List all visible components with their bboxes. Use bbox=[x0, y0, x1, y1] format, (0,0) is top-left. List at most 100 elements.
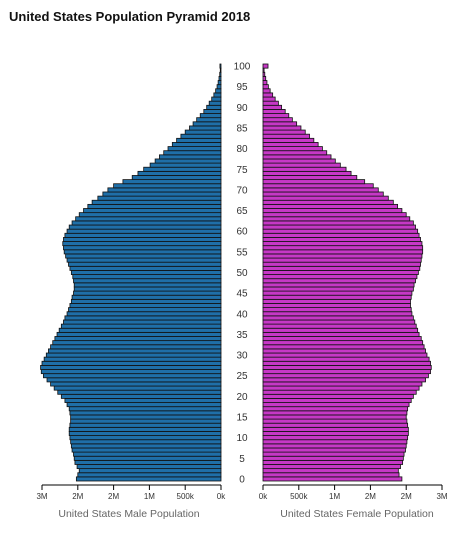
female-bar bbox=[262, 183, 374, 189]
male-bar bbox=[176, 137, 222, 143]
female-bar bbox=[262, 307, 412, 313]
female-bar bbox=[262, 166, 347, 172]
male-bar bbox=[68, 426, 222, 432]
female-bar bbox=[262, 381, 423, 387]
female-bar bbox=[262, 472, 400, 478]
male-bar bbox=[208, 100, 222, 106]
female-bar bbox=[262, 170, 352, 176]
female-bar bbox=[262, 356, 430, 362]
male-bar bbox=[72, 274, 222, 280]
male-bar bbox=[48, 348, 222, 354]
male-bar bbox=[66, 402, 222, 408]
female-bar bbox=[262, 348, 426, 354]
age-tick-label: 35 bbox=[236, 330, 248, 341]
female-bar bbox=[262, 418, 408, 424]
male-bar bbox=[189, 125, 222, 131]
female-bar bbox=[262, 228, 419, 234]
male-bar bbox=[70, 439, 222, 445]
female-bar bbox=[262, 146, 323, 152]
male-bar bbox=[213, 92, 222, 98]
male-axis-tick-label: 1M bbox=[144, 492, 155, 501]
male-bar bbox=[70, 418, 222, 424]
female-bar bbox=[262, 224, 416, 230]
age-tick-label: 60 bbox=[236, 227, 248, 238]
female-bar bbox=[262, 435, 409, 441]
male-bar bbox=[40, 364, 222, 370]
male-bar bbox=[69, 410, 222, 416]
male-bar bbox=[91, 199, 222, 205]
male-bar bbox=[159, 154, 222, 160]
male-bar bbox=[149, 162, 222, 168]
female-bar bbox=[262, 303, 411, 308]
female-bar bbox=[262, 158, 336, 164]
female-axis-tick-label: 2M bbox=[365, 492, 376, 501]
female-bar bbox=[262, 336, 422, 342]
female-x-axis: 0k 500k 1M 2M 2M 3M bbox=[259, 484, 448, 501]
male-bar bbox=[122, 179, 222, 185]
age-tick-label: 45 bbox=[236, 289, 248, 300]
male-bar bbox=[217, 80, 222, 86]
female-bar bbox=[262, 422, 409, 428]
female-bar bbox=[262, 92, 274, 98]
female-bar bbox=[262, 398, 412, 403]
age-tick-label: 25 bbox=[236, 371, 248, 382]
age-tick-label: 70 bbox=[236, 185, 248, 196]
female-bar bbox=[262, 71, 266, 77]
female-bar bbox=[262, 468, 399, 474]
male-bar bbox=[218, 75, 222, 81]
female-bar bbox=[262, 315, 414, 321]
female-bar bbox=[262, 459, 404, 465]
male-bar bbox=[73, 286, 222, 292]
age-tick-label: 10 bbox=[236, 433, 248, 444]
female-bar bbox=[262, 257, 422, 263]
female-bar bbox=[262, 286, 414, 292]
male-axis-tick-label: 0k bbox=[217, 492, 226, 501]
male-bar bbox=[60, 323, 222, 329]
female-axis-tick-label: 1M bbox=[329, 492, 340, 501]
female-bar bbox=[262, 439, 408, 445]
age-tick-label: 50 bbox=[236, 268, 248, 279]
female-bar bbox=[262, 142, 319, 147]
chart-title: United States Population Pyramid 2018 bbox=[9, 9, 251, 24]
age-tick-label: 75 bbox=[236, 165, 248, 176]
female-bar bbox=[262, 253, 423, 259]
female-bar bbox=[262, 195, 389, 201]
female-axis-tick-label: 3M bbox=[436, 492, 447, 501]
male-bar bbox=[63, 237, 222, 242]
male-bar bbox=[63, 319, 222, 325]
male-bar bbox=[192, 121, 222, 127]
female-bar bbox=[262, 414, 407, 420]
male-bar bbox=[41, 360, 222, 366]
male-bar bbox=[70, 443, 222, 449]
male-bar bbox=[68, 307, 222, 313]
female-bar bbox=[262, 220, 414, 226]
age-tick-label: 90 bbox=[236, 103, 248, 114]
male-bar bbox=[71, 447, 222, 453]
female-bar bbox=[262, 331, 420, 337]
male-bar bbox=[69, 422, 222, 428]
male-bar bbox=[87, 203, 222, 209]
female-bar bbox=[262, 117, 293, 123]
female-bar bbox=[262, 377, 426, 383]
male-bar bbox=[70, 270, 222, 275]
female-bar bbox=[262, 88, 271, 94]
male-bar bbox=[199, 113, 222, 119]
male-bar bbox=[70, 298, 222, 304]
female-bar bbox=[262, 364, 432, 370]
male-axis-tick-label: 2M bbox=[108, 492, 119, 501]
female-bar bbox=[262, 327, 419, 333]
male-bar bbox=[75, 476, 222, 482]
male-bar bbox=[68, 224, 222, 230]
male-bar bbox=[203, 109, 222, 114]
male-bar bbox=[211, 96, 222, 102]
female-bar bbox=[262, 203, 399, 209]
male-bar bbox=[76, 464, 222, 470]
male-bar bbox=[68, 406, 222, 412]
female-bar bbox=[262, 232, 420, 238]
female-bar bbox=[262, 443, 407, 449]
age-tick-label: 20 bbox=[236, 392, 248, 403]
male-bar bbox=[43, 373, 222, 379]
female-bar bbox=[262, 179, 366, 185]
male-bar bbox=[71, 294, 222, 300]
